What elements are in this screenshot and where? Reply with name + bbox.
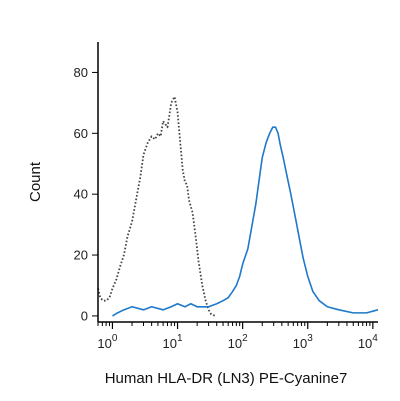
x-tick-label: 100 bbox=[97, 333, 117, 351]
y-tick-label: 20 bbox=[74, 248, 88, 263]
y-tick-label: 80 bbox=[74, 65, 88, 80]
x-axis-ticks: 100 101 102 103 104 bbox=[97, 322, 378, 351]
y-tick-label: 0 bbox=[81, 308, 88, 323]
x-tick-label: 104 bbox=[358, 333, 378, 351]
y-axis-ticks: 0 20 40 60 80 bbox=[74, 65, 98, 323]
stained-histogram-line bbox=[112, 126, 379, 317]
y-tick-label: 40 bbox=[74, 187, 88, 202]
x-tick-label: 103 bbox=[293, 333, 313, 351]
x-axis-title: Human HLA-DR (LN3) PE-Cyanine7 bbox=[105, 370, 348, 387]
axes: 0 20 40 60 80 100 101 102 103 104 bbox=[74, 42, 378, 351]
x-tick-label: 102 bbox=[228, 333, 248, 351]
y-axis-title: Count bbox=[27, 161, 44, 202]
control-histogram-line bbox=[97, 95, 217, 317]
plot-area bbox=[97, 95, 379, 317]
x-tick-label: 101 bbox=[163, 333, 183, 351]
y-tick-label: 60 bbox=[74, 126, 88, 141]
